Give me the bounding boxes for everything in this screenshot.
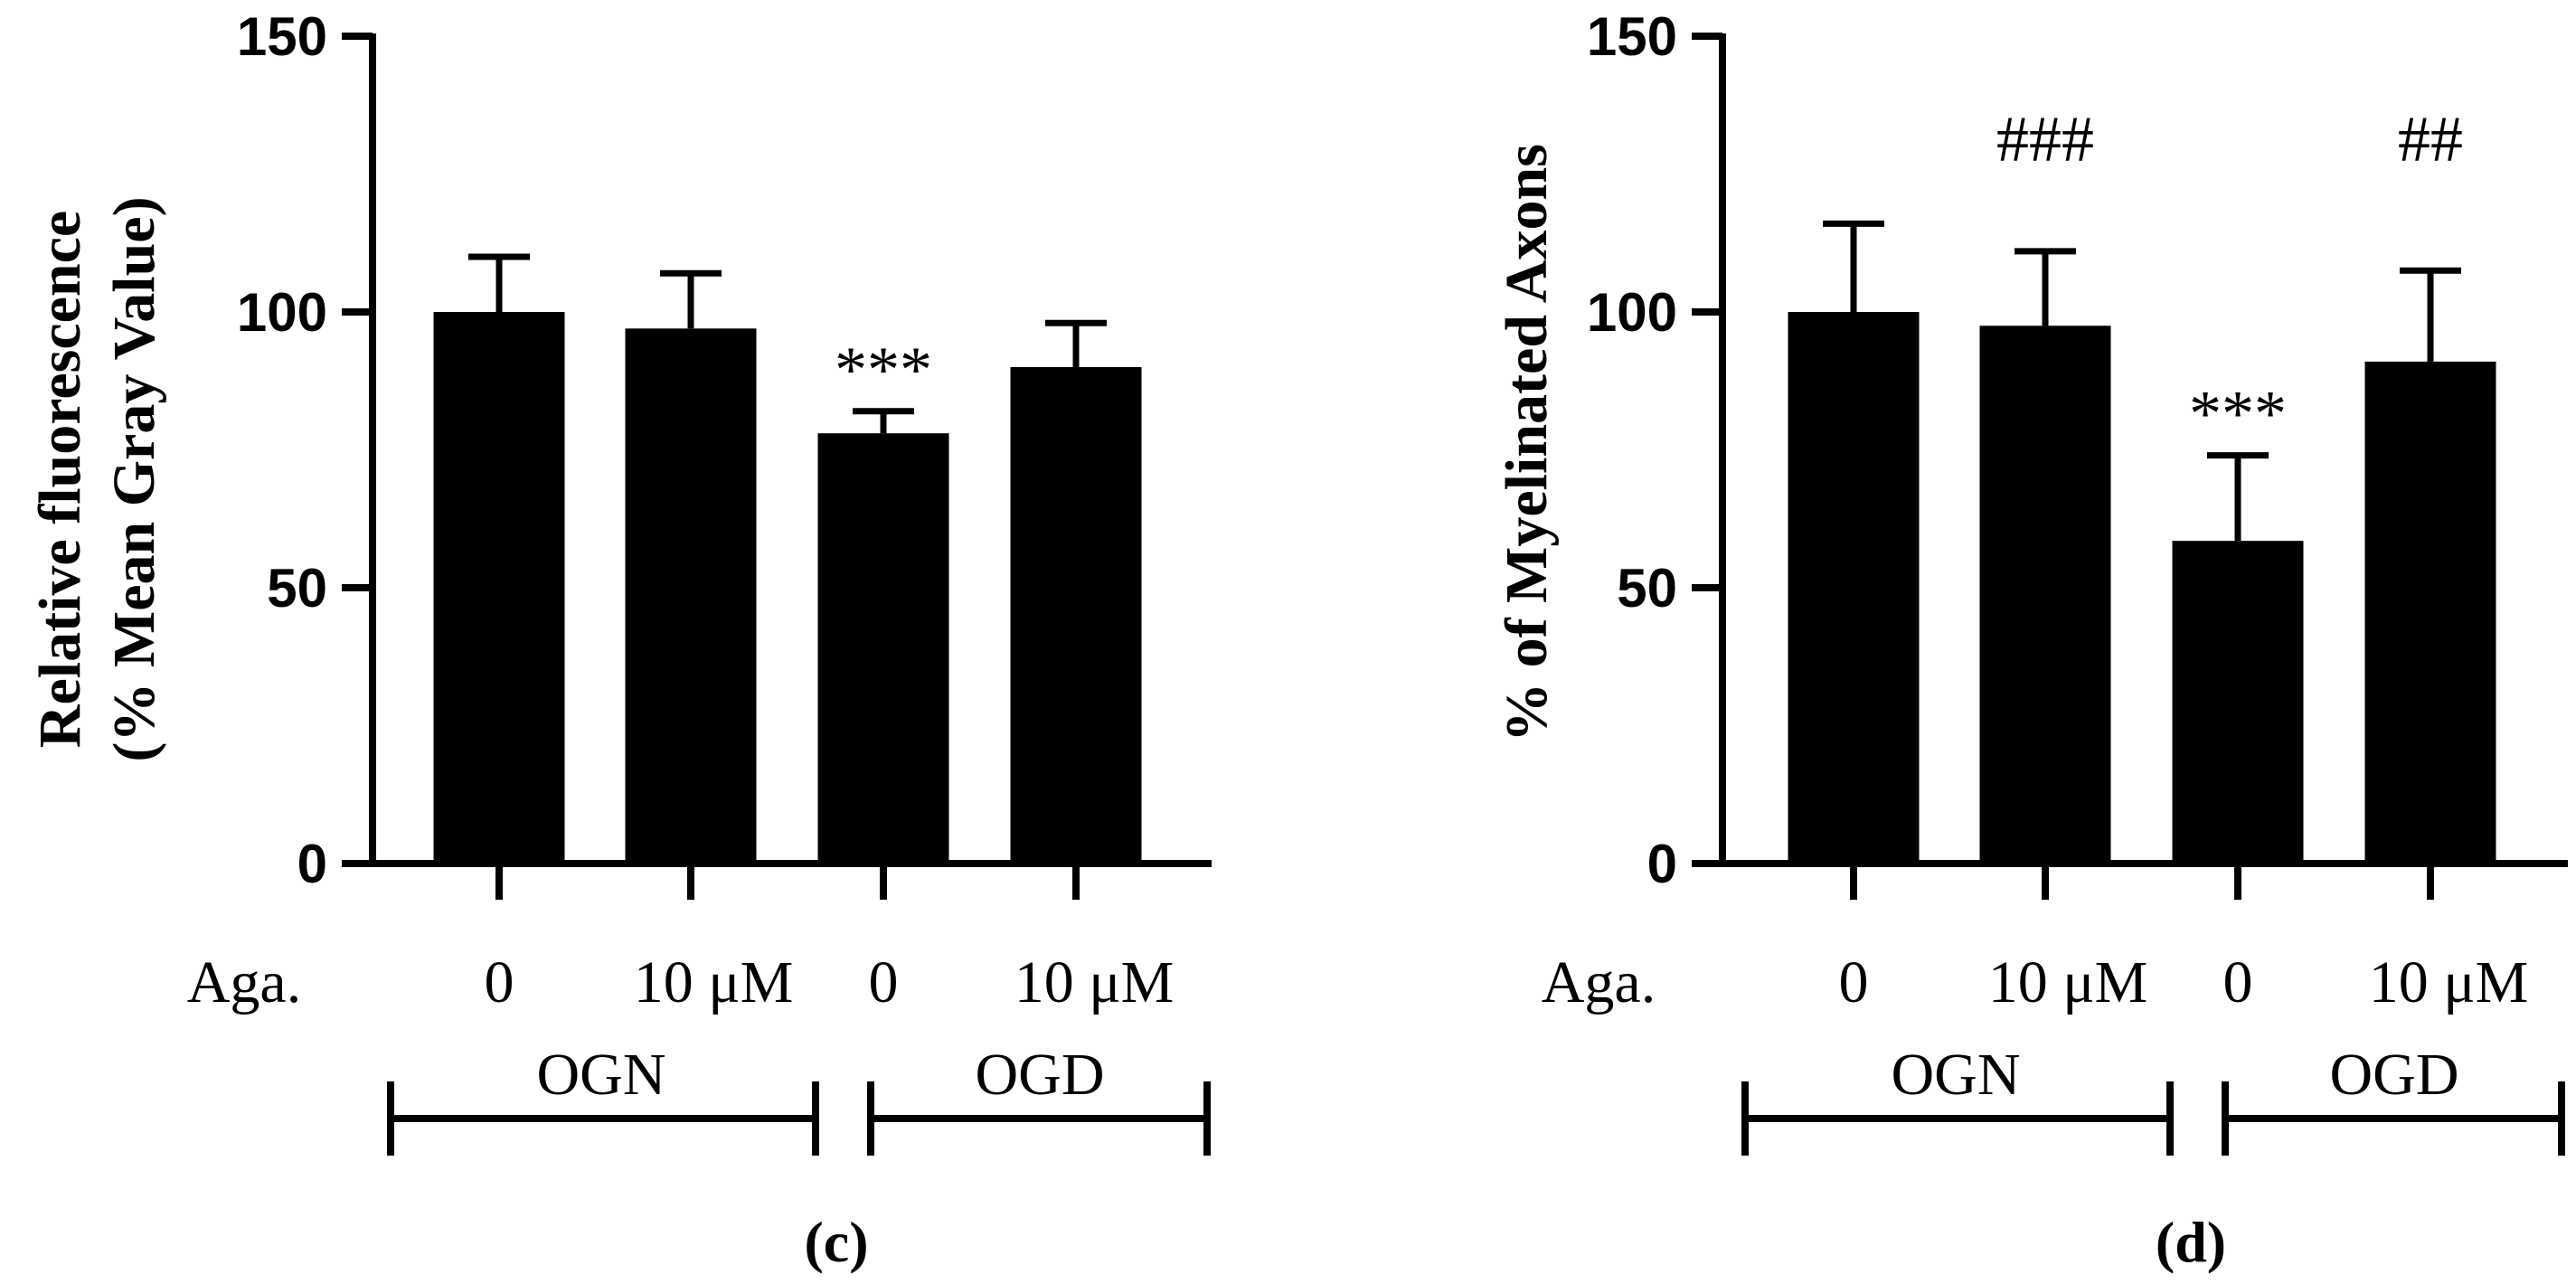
group-label: OGN — [537, 1042, 666, 1108]
panel-label: (d) — [2156, 1210, 2226, 1274]
y-ticks-c: 0 50 100 150 — [237, 6, 373, 894]
treatment-label: Aga. — [1542, 949, 1656, 1015]
significance-annotation: ## — [2398, 103, 2463, 175]
group-label: OGN — [1892, 1042, 2021, 1108]
bar — [1979, 326, 2111, 864]
bar — [1788, 312, 1920, 864]
bar — [2364, 361, 2496, 864]
treatment-label: Aga. — [187, 949, 301, 1015]
group-bracket-ogd: OGD — [867, 1042, 1211, 1156]
error-bars-d: ### *** ## — [1823, 103, 2463, 542]
y-axis-label: % of Myelinated Axons — [1494, 144, 1560, 742]
group-label: OGD — [976, 1042, 1105, 1108]
bar — [817, 433, 949, 864]
y-tick-label: 0 — [1647, 834, 1677, 894]
error-bars-c: *** — [468, 253, 1107, 434]
bar — [2172, 541, 2304, 864]
category-label: 0 — [2223, 949, 2253, 1015]
bar — [1010, 367, 1142, 864]
bar — [625, 328, 757, 864]
bars-d — [1788, 312, 2496, 864]
y-tick-label: 0 — [297, 834, 327, 894]
group-label: OGD — [2330, 1042, 2459, 1108]
significance-annotation: *** — [2189, 378, 2287, 450]
group-bracket-ogn: OGN — [1741, 1042, 2174, 1156]
group-bracket-ogn: OGN — [387, 1042, 819, 1156]
category-label: 10 μM — [634, 949, 794, 1015]
category-label: 0 — [485, 949, 514, 1015]
category-label: 10 μM — [1014, 949, 1175, 1015]
x-ticks-d — [1850, 864, 2434, 900]
significance-annotation: *** — [835, 334, 932, 406]
category-label: 10 μM — [2369, 949, 2529, 1015]
panel-label: (c) — [804, 1210, 868, 1274]
significance-annotation: ### — [1996, 103, 2094, 175]
y-tick-label: 50 — [267, 558, 327, 618]
y-tick-label: 150 — [1587, 6, 1677, 67]
chart-panel-d: ### *** ## 0 50 100 150 % of Myelinated Ax… — [1494, 6, 2568, 1274]
bars-c — [433, 312, 1142, 864]
category-label: 10 μM — [1988, 949, 2148, 1015]
group-bracket-ogd: OGD — [2222, 1042, 2565, 1156]
chart-panel-c: *** 0 50 100 150 Relative fluorescence (… — [27, 6, 1212, 1274]
bar — [433, 312, 565, 864]
y-tick-label: 100 — [1587, 282, 1677, 343]
y-ticks-d: 0 50 100 150 — [1587, 6, 1722, 894]
y-tick-label: 50 — [1617, 558, 1677, 618]
y-axis-label-line1: Relative fluorescence — [27, 211, 93, 748]
y-axis-label-line2: (% Mean Gray Value) — [101, 196, 167, 761]
y-tick-label: 150 — [237, 6, 327, 67]
x-ticks-c — [495, 864, 1080, 900]
category-label: 0 — [869, 949, 899, 1015]
y-tick-label: 100 — [237, 282, 327, 343]
category-label: 0 — [1839, 949, 1869, 1015]
